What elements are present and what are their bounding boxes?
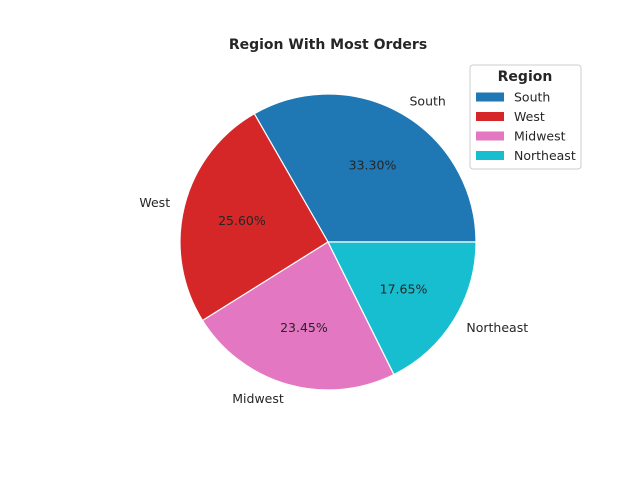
legend-frame — [469, 64, 582, 170]
chart-title: Region With Most Orders — [229, 37, 427, 53]
legend-items: South West Midwest Northeast — [476, 90, 576, 163]
slice-label-south: South — [410, 94, 446, 109]
pct-label-west: 25.60% — [218, 213, 266, 228]
slice-labels: South 33.30% West 25.60% Midwest 23.45% Northe… — [139, 94, 528, 407]
legend-swatch-northeast — [476, 151, 504, 160]
slice-label-northeast: Northeast — [466, 320, 528, 335]
pie-slice-south — [253, 93, 477, 243]
slice-label-midwest: Midwest — [232, 391, 284, 406]
legend-label-south: South — [514, 90, 550, 105]
legend-label-west: West — [514, 109, 545, 124]
pie-slice-west — [179, 113, 329, 322]
legend-swatch-south — [476, 92, 504, 102]
pct-label-midwest: 23.45% — [280, 320, 328, 335]
pie-slices — [179, 93, 477, 391]
legend-label-midwest: Midwest — [514, 129, 566, 144]
legend-title: Region — [498, 69, 553, 85]
legend-swatch-midwest — [476, 131, 504, 141]
pct-label-south: 33.30% — [349, 158, 397, 173]
slice-label-west: West — [139, 195, 170, 210]
legend-swatch-west — [476, 112, 504, 121]
pct-label-northeast: 17.65% — [380, 281, 428, 296]
legend: Region South West Midwest Northeast — [469, 64, 582, 170]
pie-slice-northeast — [327, 241, 477, 376]
legend-label-northeast: Northeast — [514, 148, 576, 163]
